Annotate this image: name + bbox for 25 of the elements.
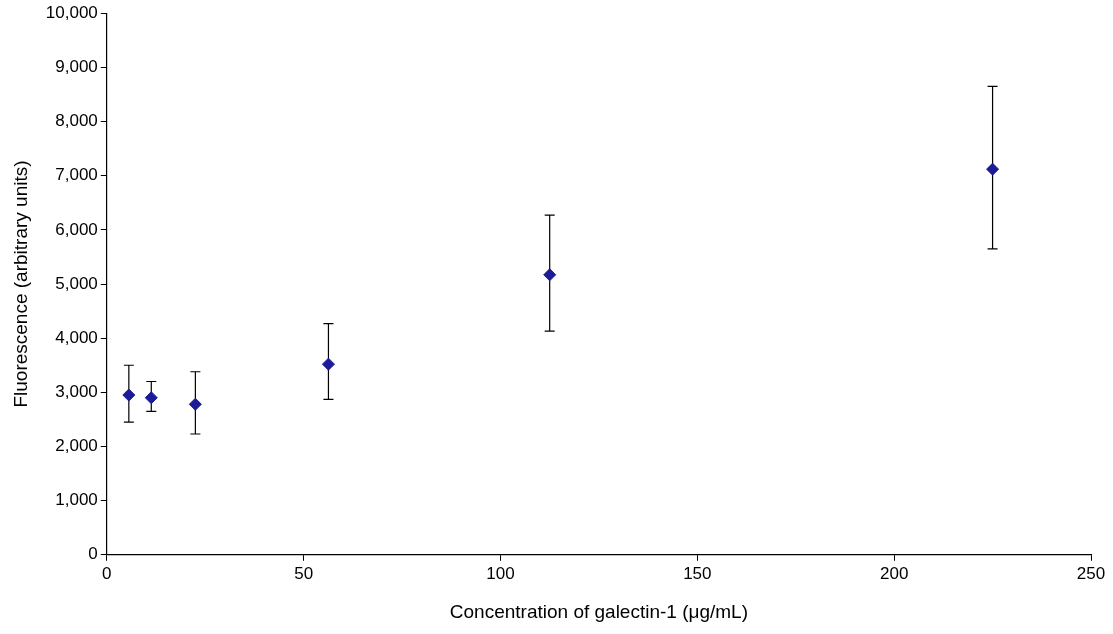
x-tick-label: 250 <box>1076 563 1106 583</box>
y-tick-label: 10,000 <box>45 2 98 22</box>
point <box>321 357 335 371</box>
x-tick-label: 0 <box>102 563 112 583</box>
y-tick-label: 3,000 <box>55 382 98 402</box>
point <box>543 268 557 282</box>
point <box>122 388 136 402</box>
point <box>188 397 202 411</box>
y-tick-label: 4,000 <box>55 327 98 347</box>
point <box>986 162 1000 176</box>
x-tick-label: 200 <box>879 563 909 583</box>
y-axis-title: Fluorescence (arbitrary units) <box>9 160 31 408</box>
y-tick-label: 0 <box>88 544 98 564</box>
y-tick-label: 7,000 <box>55 165 98 185</box>
y-tick-label: 1,000 <box>55 490 98 510</box>
x-axis-title: Concentration of galectin-1 (μg/mL) <box>449 600 748 622</box>
y-tick-label: 6,000 <box>55 219 98 239</box>
x-tick-label: 150 <box>683 563 712 583</box>
point <box>144 391 158 405</box>
x-tick-label: 50 <box>294 563 314 583</box>
y-tick-label: 9,000 <box>55 57 98 77</box>
x-tick-label: 100 <box>486 563 515 583</box>
y-tick-label: 5,000 <box>55 273 98 293</box>
y-tick-label: 8,000 <box>55 111 98 131</box>
y-tick-label: 2,000 <box>55 436 98 456</box>
